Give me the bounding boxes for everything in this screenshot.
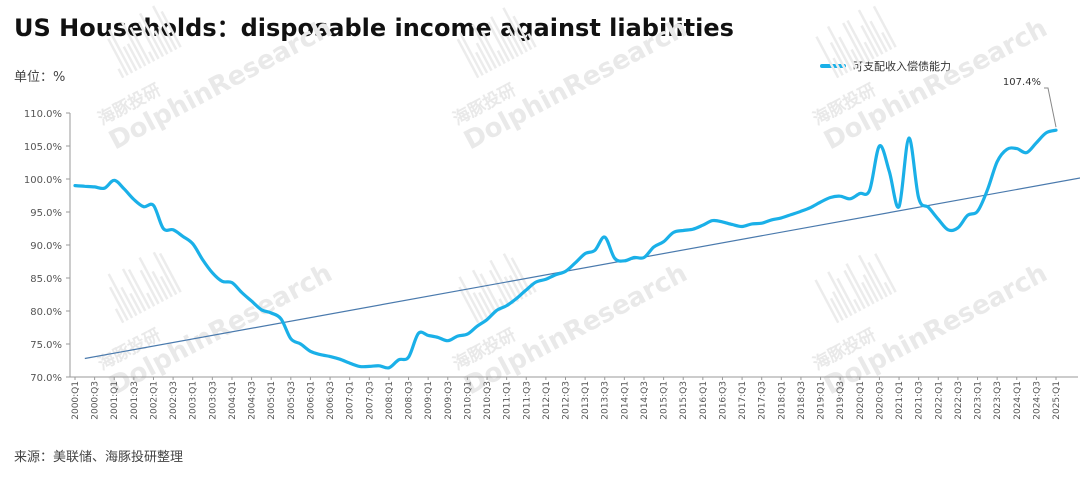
x-tick-label: 2002:Q1 bbox=[149, 381, 159, 420]
x-tick-label: 2009:Q1 bbox=[424, 381, 434, 420]
y-tick-label: 95.0% bbox=[30, 208, 62, 219]
x-tick-label: 2006:Q1 bbox=[306, 381, 316, 420]
x-tick-label: 2010:Q1 bbox=[463, 381, 473, 420]
x-tick-label: 2023:Q1 bbox=[974, 381, 984, 420]
last-value-label: 107.4% bbox=[1003, 77, 1041, 88]
x-tick-label: 2012:Q1 bbox=[542, 381, 552, 420]
y-tick-label: 110.0% bbox=[24, 109, 62, 120]
x-tick-label: 2001:Q1 bbox=[110, 381, 120, 420]
x-tick-label: 2013:Q1 bbox=[581, 381, 591, 420]
y-tick-label: 70.0% bbox=[30, 373, 62, 384]
x-tick-label: 2021:Q1 bbox=[895, 381, 905, 420]
x-tick-label: 2012:Q3 bbox=[562, 381, 572, 420]
x-tick-label: 2022:Q3 bbox=[954, 381, 964, 420]
x-tick-label: 2005:Q1 bbox=[267, 381, 277, 420]
source-note: 来源：美联储、海豚投研整理 bbox=[14, 450, 184, 465]
y-tick-label: 80.0% bbox=[30, 307, 62, 318]
x-tick-label: 2010:Q3 bbox=[483, 381, 493, 420]
unit-label: 单位：% bbox=[14, 70, 66, 85]
x-tick-label: 2004:Q1 bbox=[228, 381, 238, 420]
x-tick-label: 2007:Q1 bbox=[346, 381, 356, 420]
x-tick-label: 2008:Q1 bbox=[385, 381, 395, 420]
x-tick-label: 2011:Q1 bbox=[503, 381, 513, 420]
x-tick-label: 2024:Q3 bbox=[1032, 381, 1042, 420]
x-tick-label: 2004:Q3 bbox=[248, 381, 258, 420]
x-tick-label: 2020:Q1 bbox=[856, 381, 866, 420]
x-tick-label: 2002:Q3 bbox=[169, 381, 179, 420]
x-tick-label: 2025:Q1 bbox=[1052, 381, 1062, 420]
x-tick-label: 2019:Q1 bbox=[817, 381, 827, 420]
x-tick-label: 2022:Q1 bbox=[934, 381, 944, 420]
x-tick-label: 2001:Q3 bbox=[130, 381, 140, 420]
y-tick-label: 100.0% bbox=[24, 175, 62, 186]
x-tick-label: 2009:Q3 bbox=[444, 381, 454, 420]
x-tick-label: 2020:Q3 bbox=[875, 381, 885, 420]
x-tick-label: 2006:Q3 bbox=[326, 381, 336, 420]
series-line bbox=[73, 128, 1058, 370]
x-tick-label: 2019:Q3 bbox=[836, 381, 846, 420]
x-tick-label: 2000:Q3 bbox=[91, 381, 101, 420]
x-tick-label: 2016:Q1 bbox=[699, 381, 709, 420]
callout-leader bbox=[1044, 87, 1057, 128]
x-tick-label: 2007:Q3 bbox=[365, 381, 375, 420]
x-tick-label: 2008:Q3 bbox=[405, 381, 415, 420]
x-tick-label: 2005:Q3 bbox=[287, 381, 297, 420]
x-tick-label: 2011:Q3 bbox=[522, 381, 532, 420]
trend-line bbox=[84, 177, 1080, 360]
x-tick-label: 2015:Q1 bbox=[660, 381, 670, 420]
svg-text:DolphinResearch: DolphinResearch bbox=[104, 13, 337, 156]
y-tick-label: 85.0% bbox=[30, 274, 62, 285]
x-tick-label: 2018:Q3 bbox=[797, 381, 807, 420]
x-tick-label: 2018:Q1 bbox=[777, 381, 787, 420]
x-tick-label: 2014:Q1 bbox=[620, 381, 630, 420]
y-tick-label: 105.0% bbox=[24, 142, 62, 153]
y-tick-label: 90.0% bbox=[30, 241, 62, 252]
legend-label: 可支配收入偿债能力 bbox=[852, 60, 951, 73]
x-tick-label: 2003:Q3 bbox=[208, 381, 218, 420]
x-tick-label: 2000:Q1 bbox=[71, 381, 81, 420]
y-tick-label: 75.0% bbox=[30, 340, 62, 351]
x-tick-label: 2014:Q3 bbox=[640, 381, 650, 420]
x-tick-label: 2024:Q1 bbox=[1013, 381, 1023, 420]
x-tick-label: 2023:Q3 bbox=[993, 381, 1003, 420]
x-tick-label: 2021:Q3 bbox=[915, 381, 925, 420]
x-tick-label: 2013:Q3 bbox=[601, 381, 611, 420]
x-tick-label: 2016:Q3 bbox=[718, 381, 728, 420]
x-tick-label: 2003:Q1 bbox=[189, 381, 199, 420]
chart-title: US Households：disposable income against … bbox=[14, 14, 734, 42]
x-tick-label: 2017:Q1 bbox=[738, 381, 748, 420]
x-tick-label: 2015:Q3 bbox=[679, 381, 689, 420]
x-tick-label: 2017:Q3 bbox=[758, 381, 768, 420]
